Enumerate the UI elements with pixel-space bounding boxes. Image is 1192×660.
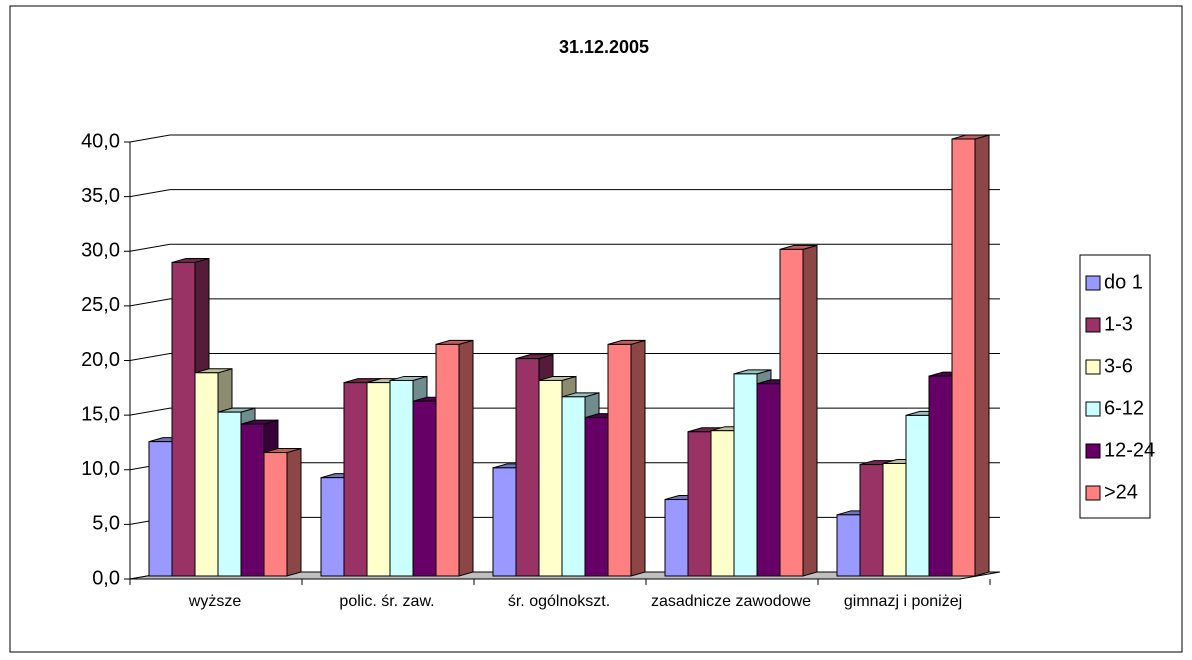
bar: [171, 261, 196, 577]
bar: [779, 248, 804, 577]
y-tick-label: 20,0: [81, 349, 120, 371]
bar: [343, 382, 368, 577]
bar: [492, 467, 517, 577]
x-tick-label: polic. śr. zaw.: [339, 593, 435, 610]
chart-title: 31.12.2005: [559, 37, 649, 57]
legend-label: >24: [1104, 481, 1138, 503]
legend-label: 1-3: [1104, 313, 1133, 335]
bar: [756, 383, 781, 577]
grid-line: [129, 353, 1000, 361]
bar: [928, 375, 953, 577]
bar: [515, 358, 540, 577]
x-tick-label: gimnazj i poniżej: [843, 593, 963, 610]
legend-swatch: [1085, 401, 1101, 417]
y-tick-label: 0,0: [92, 567, 120, 589]
bar: [836, 514, 861, 577]
bar: [389, 379, 414, 577]
grid-line: [129, 189, 1000, 198]
bar: [882, 462, 907, 577]
bar: [148, 441, 173, 577]
grid-line: [129, 243, 1000, 252]
bar: [905, 414, 930, 577]
legend-label: 6-12: [1104, 397, 1144, 419]
legend-label: do 1: [1104, 271, 1143, 293]
bar: [859, 464, 884, 577]
y-tick-label: 40,0: [81, 130, 120, 152]
bar-side: [974, 134, 990, 577]
legend-swatch: [1085, 317, 1101, 333]
bar: [538, 379, 563, 577]
legend-swatch: [1085, 359, 1101, 375]
bar: [194, 372, 219, 577]
y-tick-label: 15,0: [81, 403, 120, 425]
legend-swatch: [1085, 485, 1101, 501]
bar: [710, 430, 735, 577]
grid-line: [129, 407, 1000, 416]
bar: [687, 431, 712, 577]
bar-side: [630, 339, 646, 577]
y-tick-label: 35,0: [81, 185, 120, 207]
legend-box: [1079, 254, 1151, 519]
y-tick-label: 30,0: [81, 240, 120, 262]
y-tick-label: 10,0: [81, 458, 120, 480]
bar: [584, 417, 609, 577]
bar: [263, 452, 288, 577]
legend-swatch: [1085, 275, 1101, 291]
bar: [664, 499, 689, 577]
legend-swatch: [1085, 443, 1101, 459]
grid-line: [129, 134, 1000, 143]
bar: [240, 423, 265, 577]
bar: [607, 343, 632, 577]
x-tick-label: śr. ogólnokszt.: [507, 593, 611, 610]
x-tick-label: zasadnicze zawodowe: [650, 593, 812, 610]
bar-side: [286, 447, 302, 577]
bar: [561, 396, 586, 577]
bar: [217, 411, 242, 577]
bar-side: [802, 244, 818, 577]
bar: [412, 400, 437, 577]
legend-label: 3-6: [1104, 355, 1133, 377]
bar: [320, 477, 345, 577]
bar: [733, 373, 758, 577]
legend-label: 12-24: [1104, 439, 1155, 461]
grid-line: [129, 298, 1000, 307]
y-tick-label: 5,0: [92, 513, 120, 535]
bar: [435, 343, 460, 577]
y-tick-label: 25,0: [81, 294, 120, 316]
x-tick-label: wyższe: [188, 593, 242, 610]
bar-side: [458, 339, 474, 577]
bar: [951, 138, 976, 577]
bar: [366, 382, 391, 577]
